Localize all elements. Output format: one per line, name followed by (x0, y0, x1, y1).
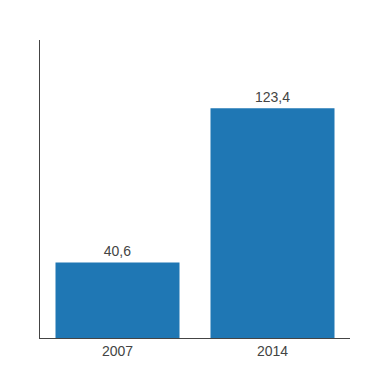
svg-text:2014: 2014 (257, 343, 288, 359)
svg-text:2007: 2007 (102, 343, 133, 359)
svg-text:123,4: 123,4 (255, 89, 290, 105)
svg-text:40,6: 40,6 (104, 243, 131, 259)
